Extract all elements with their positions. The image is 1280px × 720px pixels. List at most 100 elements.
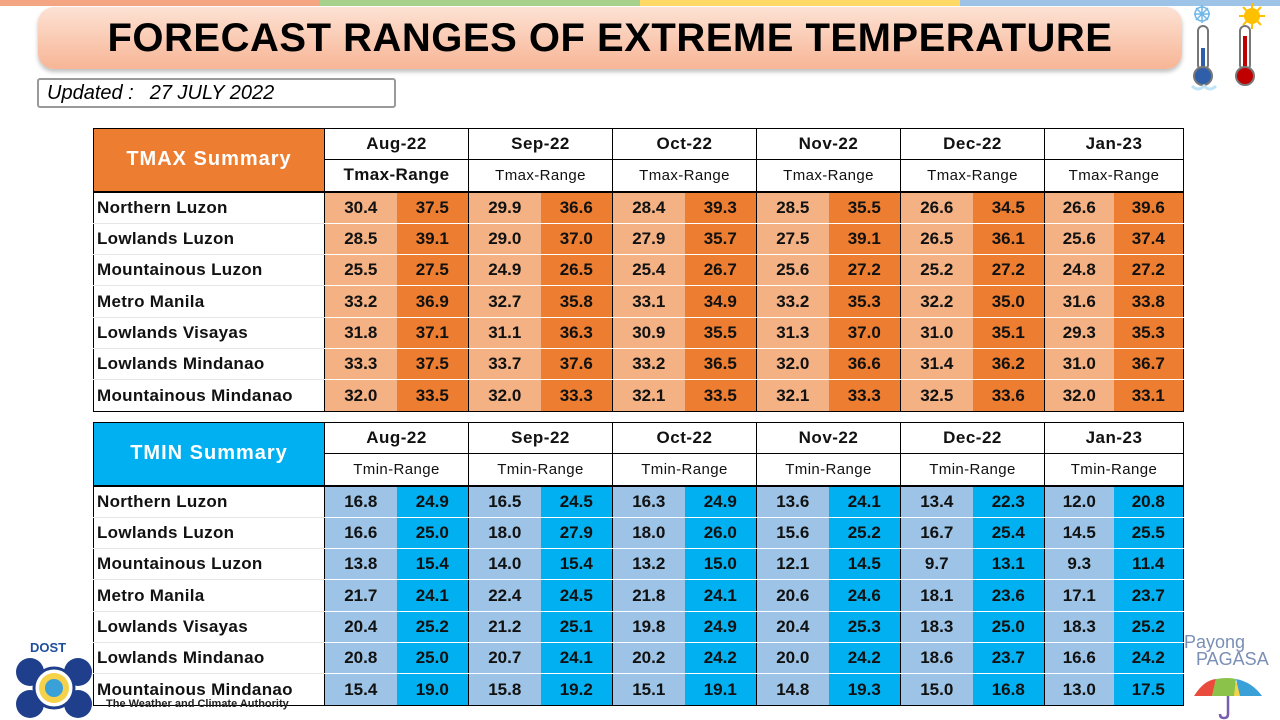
range-high-value: 24.2 — [828, 642, 901, 675]
range-high-value: 23.7 — [972, 642, 1045, 675]
range-high-value: 35.5 — [684, 317, 757, 350]
range-high-value: 24.1 — [540, 642, 613, 675]
range-high-value: 39.3 — [684, 191, 757, 224]
tmin-summary-table: TMIN Summary Aug-22 Sep-22 Oct-22 Nov-22 Dec-… — [93, 421, 1184, 706]
range-low-value: 33.1 — [612, 285, 685, 318]
region-name: Lowlands Mindanao — [93, 348, 325, 381]
range-high-value: 35.3 — [828, 285, 901, 318]
table-row: Northern Luzon 30.4 37.5 29.9 36.6 28.4 39.3 28… — [93, 191, 1184, 224]
range-low-value: 22.4 — [468, 579, 541, 612]
range-low-value: 26.6 — [900, 191, 973, 224]
range-low-value: 16.6 — [1044, 642, 1114, 675]
range-high-value: 27.9 — [540, 517, 613, 550]
range-low-value: 15.8 — [468, 673, 541, 706]
page-title: FORECAST RANGES OF EXTREME TEMPERATURE — [107, 15, 1113, 60]
range-label: Tmin-Range — [900, 453, 1045, 487]
range-high-value: 24.5 — [540, 485, 613, 518]
table-row: Lowlands Mindanao 20.8 25.0 20.7 24.1 20.2 24.… — [93, 642, 1184, 675]
range-high-value: 25.2 — [828, 517, 901, 550]
range-high-value: 19.3 — [828, 673, 901, 706]
range-high-value: 37.4 — [1113, 223, 1184, 256]
range-high-value: 25.3 — [828, 611, 901, 644]
range-low-value: 20.7 — [468, 642, 541, 675]
month-header: Nov-22 — [756, 127, 901, 161]
range-low-value: 27.5 — [756, 223, 829, 256]
range-high-value: 39.1 — [828, 223, 901, 256]
table-row: Mountainous Mindanao 15.4 19.0 15.8 19.2 15.1… — [93, 673, 1184, 706]
range-high-value: 36.7 — [1113, 348, 1184, 381]
range-low-value: 33.2 — [324, 285, 397, 318]
range-high-value: 36.2 — [972, 348, 1045, 381]
region-name: Lowlands Luzon — [93, 223, 325, 256]
range-high-value: 26.7 — [684, 254, 757, 287]
range-low-value: 25.6 — [756, 254, 829, 287]
range-high-value: 37.6 — [540, 348, 613, 381]
range-low-value: 18.6 — [900, 642, 973, 675]
range-high-value: 35.7 — [684, 223, 757, 256]
range-low-value: 21.7 — [324, 579, 397, 612]
month-header: Oct-22 — [612, 127, 757, 161]
range-low-value: 25.6 — [1044, 223, 1114, 256]
cold-thermometer-icon — [1190, 5, 1218, 91]
range-low-value: 19.8 — [612, 611, 685, 644]
range-high-value: 36.6 — [540, 191, 613, 224]
range-high-value: 25.0 — [396, 517, 469, 550]
range-low-value: 21.8 — [612, 579, 685, 612]
range-low-value: 33.3 — [324, 348, 397, 381]
range-low-value: 29.3 — [1044, 317, 1114, 350]
range-low-value: 31.6 — [1044, 285, 1114, 318]
range-high-value: 36.6 — [828, 348, 901, 381]
region-name: Northern Luzon — [93, 191, 325, 224]
range-high-value: 27.5 — [396, 254, 469, 287]
range-high-value: 24.1 — [828, 485, 901, 518]
table-row: Lowlands Luzon 28.5 39.1 29.0 37.0 27.9 35.7 27… — [93, 223, 1184, 256]
range-header-row: Tmin-Range Tmin-Range Tmin-Range Tmin-Range… — [94, 453, 1184, 487]
range-high-value: 24.5 — [540, 579, 613, 612]
range-high-value: 25.1 — [540, 611, 613, 644]
range-header-row: Tmax-Range Tmax-Range Tmax-Range Tmax-Range… — [94, 159, 1184, 193]
range-label: Tmin-Range — [1044, 453, 1184, 487]
range-low-value: 17.1 — [1044, 579, 1114, 612]
range-low-value: 25.5 — [324, 254, 397, 287]
range-high-value: 39.1 — [396, 223, 469, 256]
month-header: Jan-23 — [1044, 421, 1184, 455]
range-high-value: 11.4 — [1113, 548, 1184, 581]
range-low-value: 32.1 — [612, 379, 685, 412]
range-label: Tmin-Range — [612, 453, 757, 487]
range-high-value: 33.3 — [540, 379, 613, 412]
range-high-value: 37.0 — [540, 223, 613, 256]
month-header: Sep-22 — [468, 127, 613, 161]
range-low-value: 32.7 — [468, 285, 541, 318]
updated-label: Updated : — [47, 82, 134, 104]
range-high-value: 22.3 — [972, 485, 1045, 518]
range-low-value: 15.0 — [900, 673, 973, 706]
range-low-value: 9.7 — [900, 548, 973, 581]
range-high-value: 35.8 — [540, 285, 613, 318]
range-low-value: 25.2 — [900, 254, 973, 287]
range-low-value: 27.9 — [612, 223, 685, 256]
hot-thermometer-icon — [1235, 3, 1265, 86]
range-high-value: 25.0 — [972, 611, 1045, 644]
region-name: Mountainous Mindanao — [93, 379, 325, 412]
range-low-value: 20.2 — [612, 642, 685, 675]
range-low-value: 14.0 — [468, 548, 541, 581]
range-low-value: 32.0 — [756, 348, 829, 381]
range-low-value: 26.5 — [900, 223, 973, 256]
top-color-bar — [0, 0, 1280, 6]
range-label: Tmax-Range — [756, 159, 901, 193]
table-row: Mountainous Luzon 13.8 15.4 14.0 15.4 13.2 15.… — [93, 548, 1184, 581]
range-high-value: 37.5 — [396, 191, 469, 224]
payong-logo-line1: Payong — [1184, 632, 1246, 652]
range-high-value: 34.9 — [684, 285, 757, 318]
range-high-value: 24.2 — [1113, 642, 1184, 675]
range-low-value: 18.1 — [900, 579, 973, 612]
range-label: Tmin-Range — [468, 453, 613, 487]
range-high-value: 24.9 — [684, 485, 757, 518]
range-low-value: 13.4 — [900, 485, 973, 518]
range-high-value: 37.1 — [396, 317, 469, 350]
range-low-value: 16.3 — [612, 485, 685, 518]
range-high-value: 23.7 — [1113, 579, 1184, 612]
range-low-value: 14.5 — [1044, 517, 1114, 550]
range-low-value: 12.0 — [1044, 485, 1114, 518]
range-low-value: 18.3 — [1044, 611, 1114, 644]
